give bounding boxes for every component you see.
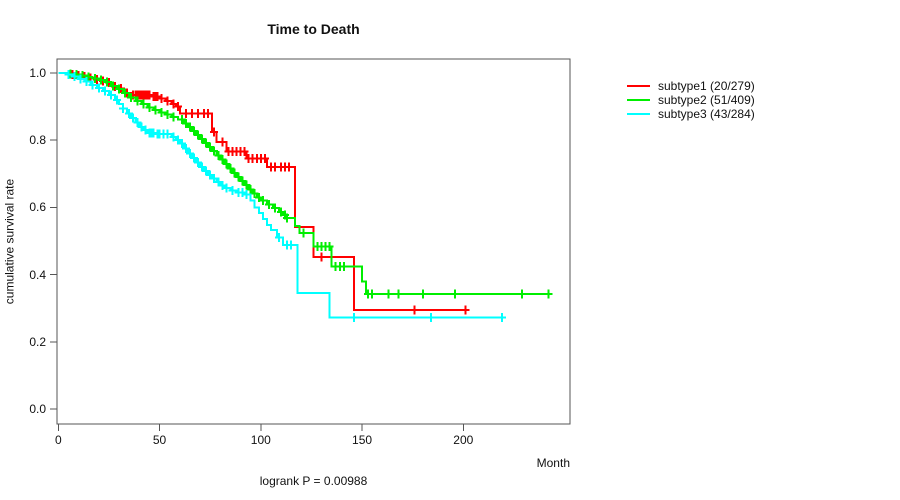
y-tick-label: 0.2: [29, 334, 46, 349]
x-tick-label: 50: [152, 433, 167, 447]
legend-item-subtype3: subtype3 (43/284): [627, 107, 755, 121]
legend-label: subtype2 (51/409): [658, 93, 755, 107]
logrank-pvalue-text: logrank P = 0.00988: [259, 474, 368, 488]
legend-line-swatch: [627, 99, 650, 101]
y-tick-label: 0.8: [29, 133, 46, 148]
x-tick-label: 150: [352, 433, 373, 447]
y-tick-label: 0.0: [29, 402, 46, 416]
legend-line-swatch: [627, 113, 650, 115]
chart-title: Time to Death: [267, 21, 360, 37]
legend: subtype1 (20/279) subtype2 (51/409) subtyp…: [627, 79, 755, 121]
censor-marks-subtype1: [68, 69, 470, 315]
plot-frame: [56, 58, 571, 425]
censor-marks-subtype2: [66, 69, 553, 299]
x-tick-label: 100: [250, 433, 271, 447]
legend-item-subtype1: subtype1 (20/279): [627, 79, 755, 93]
legend-item-subtype2: subtype2 (51/409): [627, 93, 755, 107]
legend-label: subtype1 (20/279): [658, 79, 755, 93]
survival-curve-subtype2: [58, 72, 552, 296]
legend-label: subtype3 (43/284): [658, 107, 755, 121]
y-tick-label: 0.4: [29, 267, 46, 282]
censor-marks-subtype3: [64, 70, 506, 323]
legend-line-swatch: [627, 85, 650, 87]
x-axis-title: Month: [536, 456, 570, 470]
x-tick-label: 200: [453, 433, 474, 447]
y-tick-label: 1.0: [29, 66, 46, 80]
x-tick-label: 0: [54, 433, 62, 447]
survival-curve-subtype3: [58, 72, 504, 319]
y-tick-label: 0.6: [29, 200, 46, 215]
